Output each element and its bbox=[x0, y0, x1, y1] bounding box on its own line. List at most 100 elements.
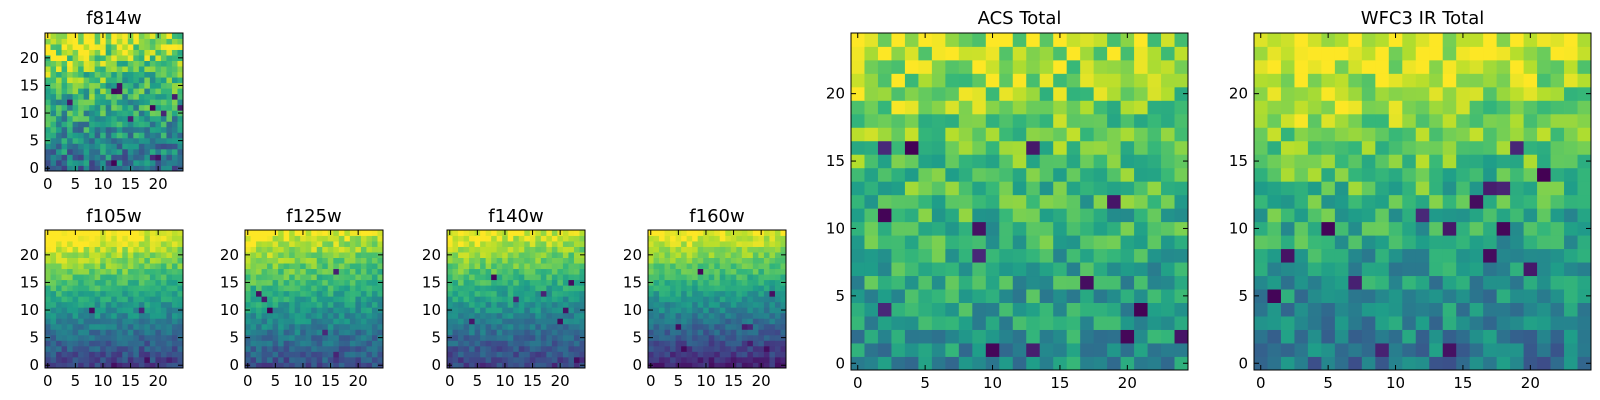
heatmap-cell bbox=[300, 257, 307, 264]
heatmap-cell bbox=[355, 279, 362, 286]
heatmap-cell bbox=[851, 100, 865, 115]
heatmap-cell bbox=[469, 356, 475, 363]
heatmap-cell bbox=[94, 257, 101, 264]
heatmap-cell bbox=[769, 345, 776, 352]
heatmap-cell bbox=[474, 279, 481, 286]
heatmap-cell bbox=[127, 99, 134, 106]
heatmap-cell bbox=[670, 323, 676, 330]
heatmap-cell bbox=[144, 290, 151, 297]
heatmap-cell bbox=[160, 230, 167, 236]
heatmap-cell bbox=[945, 208, 960, 223]
heatmap-cell bbox=[1307, 356, 1322, 371]
heatmap-cell bbox=[485, 274, 492, 281]
heatmap-cell bbox=[469, 235, 475, 242]
heatmap-cell bbox=[122, 110, 129, 117]
heatmap-cell bbox=[518, 241, 525, 247]
heatmap-cell bbox=[1402, 302, 1417, 317]
heatmap-cell bbox=[1161, 59, 1175, 74]
heatmap-cell bbox=[316, 279, 323, 286]
heatmap-cell bbox=[1415, 248, 1430, 263]
heatmap-cell bbox=[83, 132, 90, 139]
heatmap-cell bbox=[100, 351, 107, 358]
heatmap-cell bbox=[83, 257, 90, 264]
heatmap-cell bbox=[283, 334, 290, 341]
heatmap-cell bbox=[316, 274, 323, 281]
heatmap-cell bbox=[513, 252, 520, 258]
heatmap-cell bbox=[61, 99, 68, 106]
heatmap-cell bbox=[1307, 302, 1322, 317]
heatmap-cell bbox=[697, 334, 704, 341]
heatmap-cell bbox=[452, 246, 459, 253]
heatmap-cell bbox=[149, 38, 156, 45]
y-tick-label: 10 bbox=[826, 219, 845, 237]
heatmap-cell bbox=[891, 356, 906, 371]
heatmap-cell bbox=[166, 33, 173, 39]
heatmap-cell bbox=[138, 154, 145, 161]
heatmap-cell bbox=[67, 148, 73, 155]
heatmap-cell bbox=[133, 82, 140, 89]
heatmap-cell bbox=[1348, 343, 1363, 357]
heatmap-cell bbox=[758, 318, 765, 325]
heatmap-cell bbox=[703, 246, 710, 253]
heatmap-cell bbox=[763, 312, 770, 319]
heatmap-cell bbox=[316, 334, 323, 341]
heatmap-cell bbox=[1161, 235, 1175, 250]
heatmap-cell bbox=[316, 290, 323, 297]
heatmap-cell bbox=[144, 334, 151, 341]
heatmap-cell bbox=[127, 121, 134, 128]
heatmap-cell bbox=[568, 263, 575, 270]
heatmap-cell bbox=[769, 351, 776, 358]
heatmap-cell bbox=[769, 257, 776, 264]
heatmap-cell bbox=[573, 356, 580, 363]
heatmap-cell bbox=[100, 38, 107, 45]
heatmap-cell bbox=[155, 137, 162, 144]
heatmap-cell bbox=[50, 362, 57, 369]
heatmap-cell bbox=[480, 351, 487, 358]
heatmap-cell bbox=[67, 296, 73, 303]
heatmap-cell bbox=[289, 345, 296, 352]
heatmap-cell bbox=[474, 345, 481, 352]
heatmap-cell bbox=[507, 274, 514, 281]
heatmap-cell bbox=[50, 82, 57, 89]
heatmap-cell bbox=[61, 312, 68, 319]
heatmap-cell bbox=[166, 274, 173, 281]
heatmap-cell bbox=[1161, 86, 1175, 101]
heatmap-cell bbox=[250, 263, 257, 270]
heatmap-cell bbox=[452, 362, 459, 369]
heatmap-cell bbox=[918, 275, 933, 290]
heatmap-cell bbox=[659, 263, 665, 270]
heatmap-cell bbox=[344, 345, 351, 352]
heatmap-cell bbox=[155, 121, 162, 128]
heatmap-cell bbox=[1107, 289, 1121, 303]
heatmap-cell bbox=[327, 345, 334, 352]
heatmap-cell bbox=[50, 307, 57, 314]
x-tick-label: 15 bbox=[121, 175, 140, 193]
heatmap-cell bbox=[144, 154, 151, 161]
heatmap-cell bbox=[1161, 329, 1175, 344]
heatmap-cell bbox=[972, 343, 987, 357]
heatmap-cell bbox=[177, 71, 184, 78]
heatmap-cell bbox=[664, 362, 671, 369]
heatmap-cell bbox=[763, 257, 770, 264]
heatmap-cell bbox=[763, 246, 770, 253]
heatmap-cell bbox=[1134, 329, 1148, 344]
heatmap-cell bbox=[311, 362, 318, 369]
heatmap-cell bbox=[697, 290, 704, 297]
heatmap-cell bbox=[166, 88, 173, 95]
heatmap-cell bbox=[1307, 316, 1322, 330]
heatmap-cell bbox=[1348, 154, 1363, 169]
heatmap-cell bbox=[719, 246, 726, 253]
heatmap-cell bbox=[985, 208, 1000, 223]
heatmap-cell bbox=[78, 345, 85, 352]
heatmap-cell bbox=[664, 279, 671, 286]
heatmap-cell bbox=[122, 44, 129, 50]
heatmap-cell bbox=[568, 241, 575, 247]
heatmap-cell bbox=[999, 113, 1014, 128]
heatmap-cell bbox=[1107, 154, 1121, 169]
heatmap-cell bbox=[1147, 113, 1162, 128]
heatmap-cell bbox=[283, 252, 290, 258]
heatmap-cell bbox=[50, 110, 57, 117]
heatmap-cell bbox=[999, 59, 1014, 74]
heatmap-cell bbox=[283, 296, 290, 303]
